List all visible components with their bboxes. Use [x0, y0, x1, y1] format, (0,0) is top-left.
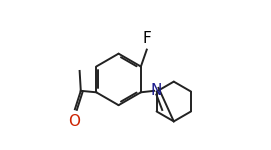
Text: F: F [142, 31, 151, 46]
Text: N: N [151, 83, 162, 98]
Text: O: O [68, 114, 80, 129]
